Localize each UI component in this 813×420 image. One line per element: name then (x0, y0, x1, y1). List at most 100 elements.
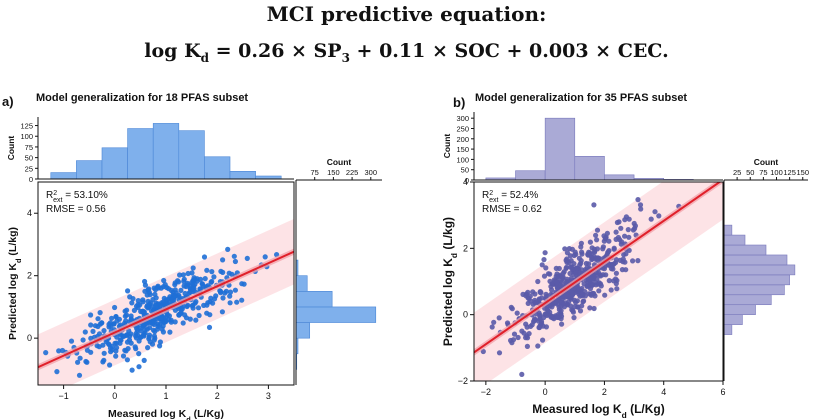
data-point (555, 274, 561, 280)
data-point (549, 281, 555, 287)
data-point (584, 283, 590, 289)
top-hist-ylabel: Count (6, 136, 16, 161)
data-point (652, 209, 658, 215)
stat-r2-main: R (482, 190, 489, 201)
top-hist-bar (229, 171, 256, 180)
data-point (524, 324, 530, 330)
data-point (150, 327, 157, 333)
top-hist-bar (50, 172, 77, 180)
y-tick-label: 4 (463, 177, 468, 187)
data-point (625, 227, 631, 233)
data-point (524, 343, 531, 349)
data-point (593, 282, 599, 288)
data-point (172, 319, 178, 325)
data-point (161, 277, 167, 284)
data-point (587, 250, 593, 256)
y-tick-label: 2 (463, 243, 468, 253)
data-point (155, 285, 161, 291)
right-hist-bar (723, 224, 733, 236)
data-point (109, 315, 115, 321)
right-hist-bar (723, 294, 772, 306)
top-hist-tick-label: 50 (25, 154, 33, 163)
data-point (536, 324, 542, 331)
data-point (116, 316, 122, 322)
data-point (97, 310, 103, 316)
top-hist-tick-label: 100 (456, 155, 469, 164)
data-point (514, 310, 520, 316)
right-hist-bar (295, 275, 308, 292)
data-point (127, 294, 133, 300)
top-hist-bar (76, 160, 103, 180)
panel-label: b) (453, 95, 465, 110)
data-point (562, 300, 569, 306)
data-point (559, 321, 565, 327)
data-point (113, 340, 120, 346)
data-point (537, 312, 543, 318)
y-axis-label-sub: d (449, 253, 459, 258)
data-point (95, 316, 101, 322)
data-point (147, 325, 153, 331)
top-hist-bar (515, 170, 546, 181)
data-point (152, 291, 158, 297)
data-point (106, 324, 112, 330)
data-point (562, 246, 568, 252)
y-axis-label: Predicted log Kd (L/kg) (7, 227, 23, 340)
x-tick-label: 6 (720, 387, 725, 397)
data-point (561, 304, 568, 310)
top-hist-tick-label: 250 (456, 124, 469, 133)
right-hist-xlabel: Count (327, 157, 352, 167)
data-point (189, 270, 195, 276)
data-point (587, 305, 593, 311)
data-point (568, 264, 574, 270)
data-point (141, 333, 147, 339)
data-point (193, 317, 199, 323)
data-point (172, 280, 178, 286)
data-point (204, 267, 210, 273)
data-point (579, 285, 585, 292)
data-point (623, 251, 629, 257)
data-point (166, 316, 172, 323)
y-axis-label-tail: (L/kg) (441, 217, 455, 253)
equation-lhs: log K (144, 40, 201, 62)
data-point (92, 323, 98, 329)
right-hist-bar (723, 264, 796, 276)
data-point (234, 299, 240, 305)
x-axis-label-main: Measured log K (108, 408, 187, 420)
data-point (523, 293, 529, 299)
y-axis-label-main: Predicted log K (7, 263, 19, 340)
data-point (541, 257, 547, 263)
data-point (622, 217, 628, 223)
data-point (120, 353, 127, 359)
data-point (547, 303, 554, 309)
data-point (196, 312, 202, 319)
data-point (178, 310, 184, 316)
data-point (59, 347, 66, 354)
data-point (564, 259, 570, 265)
data-point (153, 302, 159, 309)
data-point (543, 265, 549, 271)
data-point (145, 345, 151, 351)
data-point (239, 281, 245, 287)
data-point (142, 288, 148, 294)
data-point (151, 333, 157, 339)
data-point (480, 348, 486, 355)
data-point (579, 249, 585, 255)
data-point (496, 315, 502, 321)
data-point (626, 234, 632, 240)
right-hist-tick-label: 225 (346, 168, 359, 177)
data-point (160, 299, 166, 305)
data-point (141, 357, 147, 363)
data-point (113, 348, 119, 354)
panel-label: a) (2, 94, 14, 109)
panel-title: Model generalization for 35 PFAS subset (475, 92, 687, 104)
data-point (118, 337, 124, 343)
data-point (167, 299, 173, 305)
data-point (523, 335, 529, 341)
x-axis-label-main: Measured log K (532, 402, 622, 416)
data-point (124, 357, 130, 363)
data-point (632, 225, 638, 232)
data-point (158, 315, 164, 321)
data-point (552, 314, 559, 320)
data-point (190, 302, 196, 308)
data-point (605, 249, 611, 255)
